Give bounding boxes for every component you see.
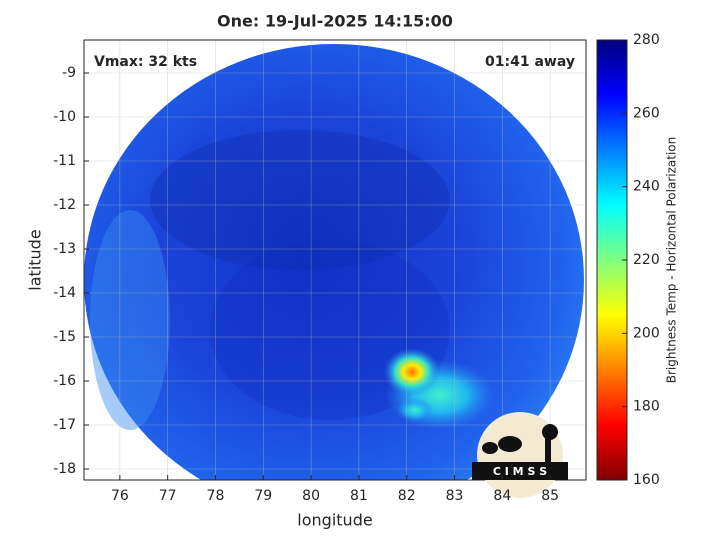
colorbar-tick-label: 280 [633, 32, 660, 48]
x-tick-label: 80 [302, 488, 320, 504]
annotation: Vmax: 32 kts [94, 54, 197, 70]
colorbar-tick-label: 180 [633, 399, 660, 415]
y-tick-label: -16 [53, 373, 76, 389]
y-tick-label: -17 [53, 417, 76, 433]
colorbar-tick-label: 220 [633, 252, 660, 268]
annotation: 01:41 away [485, 54, 575, 70]
y-axis-label: latitude [26, 229, 45, 290]
x-tick-label: 85 [541, 488, 559, 504]
x-axis-label: longitude [297, 511, 372, 530]
satellite-image [84, 44, 584, 480]
x-tick-label: 83 [446, 488, 464, 504]
y-tick-label: -18 [53, 461, 76, 477]
x-tick-label: 77 [159, 488, 177, 504]
plot-frame [83, 39, 587, 481]
y-tick-label: -10 [53, 109, 76, 125]
y-tick-label: -11 [53, 153, 76, 169]
colorbar-label: Brightness Temp - Horizontal Polarizatio… [665, 137, 679, 384]
x-tick-label: 81 [350, 488, 368, 504]
y-tick-label: -13 [53, 241, 76, 257]
y-tick-label: -14 [53, 285, 76, 301]
colorbar-tick-label: 260 [633, 105, 660, 121]
y-tick-label: -9 [62, 65, 76, 81]
x-tick-label: 82 [398, 488, 416, 504]
y-tick-label: -15 [53, 329, 76, 345]
logo: C I M S S [472, 412, 568, 498]
y-tick-label: -12 [53, 197, 76, 213]
x-tick-label: 79 [254, 488, 272, 504]
x-tick-label: 76 [111, 488, 129, 504]
logo-text: C I M S S [493, 465, 547, 478]
x-tick-label: 78 [207, 488, 225, 504]
colorbar-tick-label: 200 [633, 325, 660, 341]
x-tick-label: 84 [493, 488, 511, 504]
colorbar-tick-label: 240 [633, 179, 660, 195]
colorbar-tick-label: 160 [633, 472, 660, 488]
chart-title: One: 19-Jul-2025 14:15:00 [217, 12, 453, 31]
